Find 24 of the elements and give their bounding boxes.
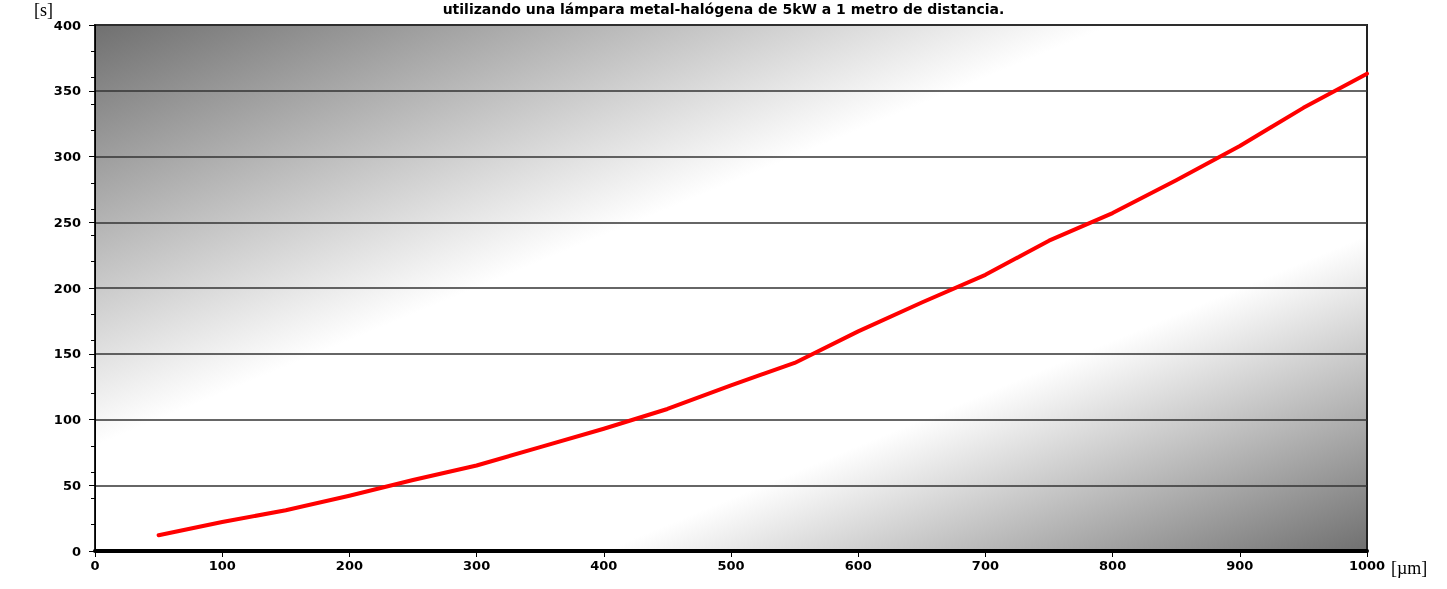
x-tick-label: 1000 <box>1348 558 1386 573</box>
y-tick-label: 150 <box>53 346 81 362</box>
y-tick-label: 400 <box>53 17 81 33</box>
x-tick-label: 900 <box>1226 558 1254 573</box>
y-tick-label: 300 <box>53 149 81 164</box>
y-tick-label: 250 <box>53 214 81 230</box>
x-tick-label: 0 <box>90 558 100 573</box>
x-tick-label: 500 <box>717 558 745 573</box>
chart-title: utilizando una lámpara metal-halógena de 5kW a 1 metro de distancia. <box>442 1 1005 17</box>
y-tick-label: 50 <box>62 477 81 493</box>
y-tick-label: 0 <box>71 543 81 559</box>
x-tick-label: 800 <box>1099 558 1127 573</box>
y-tick-label: 200 <box>53 280 81 296</box>
y-axis-title: [s] <box>34 0 53 20</box>
x-axis-title: [µm] <box>1390 558 1428 578</box>
x-tick-label: 700 <box>971 558 999 573</box>
x-tick-label: 200 <box>335 558 363 573</box>
x-tick-label: 600 <box>844 558 872 573</box>
y-tick-label: 100 <box>53 412 81 427</box>
line-series <box>156 71 1369 538</box>
y-tick-label: 350 <box>53 83 81 99</box>
x-tick-label: 400 <box>590 558 618 573</box>
x-tick-label: 300 <box>463 558 491 573</box>
x-tick-label: 100 <box>208 558 236 573</box>
